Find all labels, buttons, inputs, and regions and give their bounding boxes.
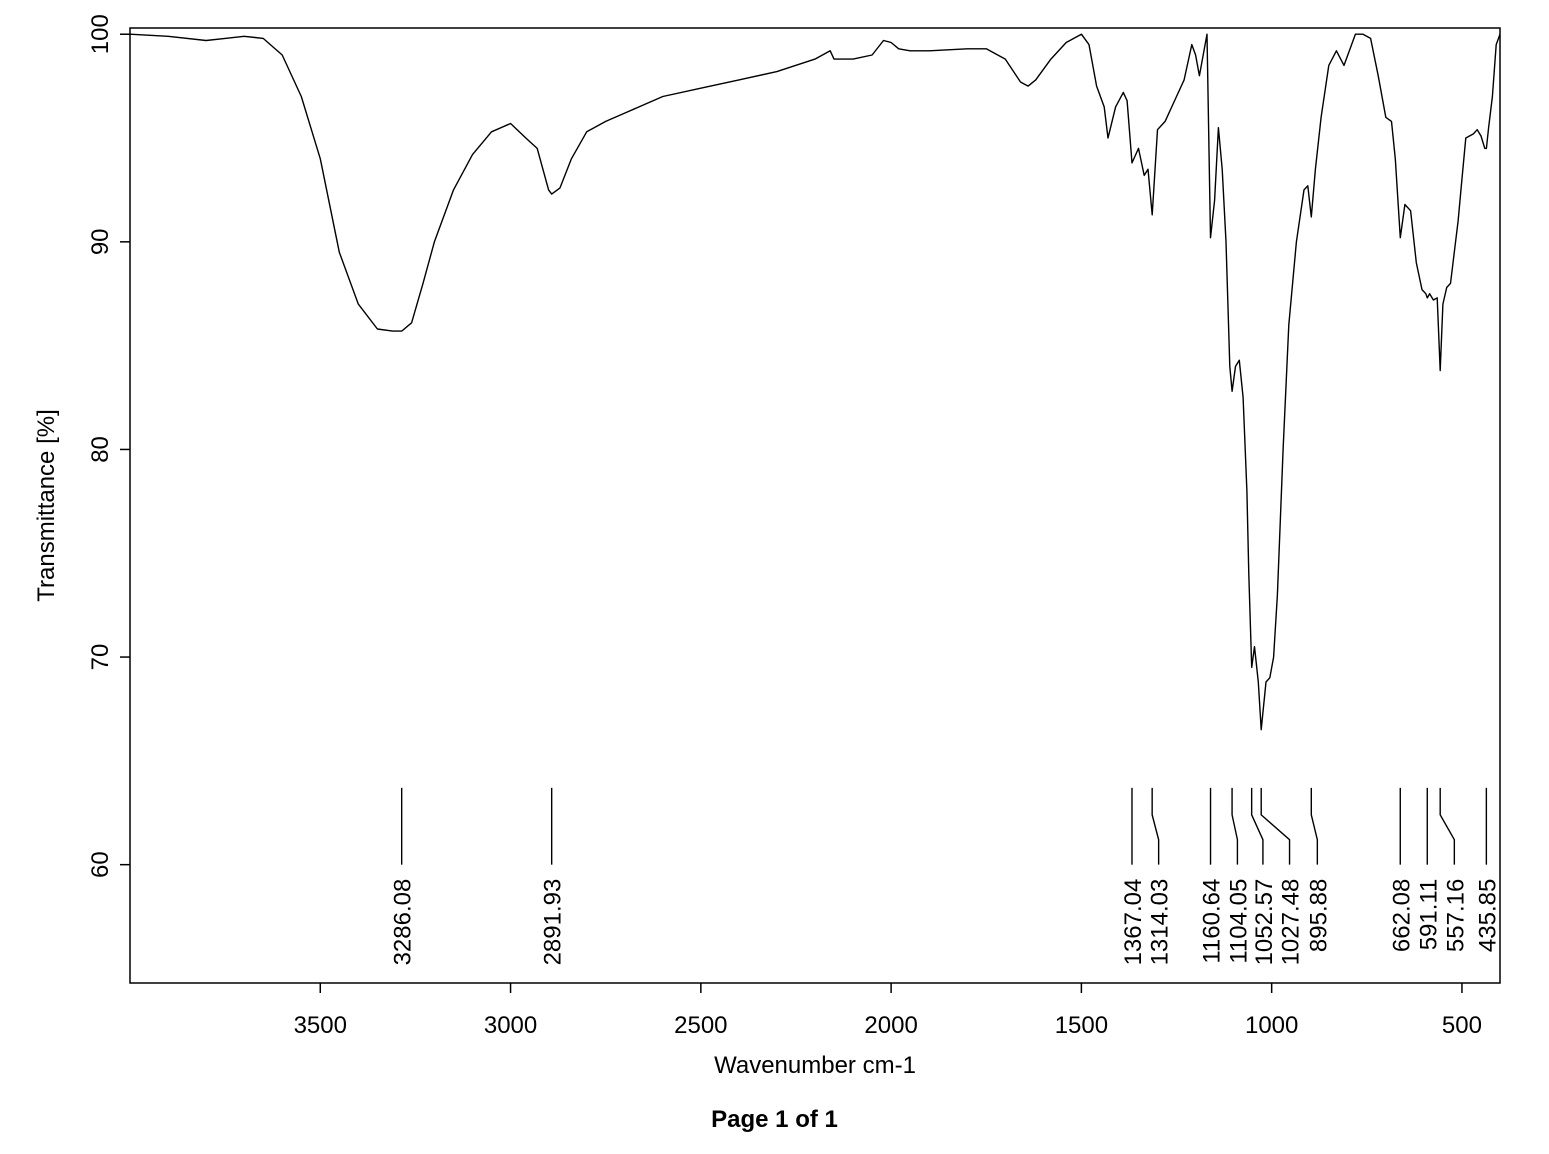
- y-tick-label: 100: [87, 14, 114, 54]
- peak-marker-line: [1439, 787, 1456, 865]
- y-axis-label: Transmittance [%]: [33, 409, 60, 602]
- peak-label: 662.08: [1388, 879, 1415, 952]
- peak-marker-line: [1310, 787, 1319, 865]
- x-tick-label: 3500: [294, 1012, 347, 1039]
- x-tick-label: 500: [1442, 1012, 1482, 1039]
- y-tick-label: 90: [87, 228, 114, 255]
- peak-label: 1160.64: [1199, 879, 1226, 964]
- peak-label: 591.11: [1415, 879, 1442, 951]
- y-tick-label: 80: [87, 436, 114, 463]
- y-axis: 60 70 80 90 100: [87, 14, 130, 878]
- peak-label: 1027.48: [1278, 879, 1305, 966]
- x-tick-label: 1500: [1055, 1012, 1108, 1039]
- plot-frame: [129, 27, 1501, 984]
- peak-label: 1367.04: [1120, 879, 1147, 966]
- peak-marker-line: [1231, 787, 1239, 865]
- x-tick-label: 2000: [864, 1012, 917, 1039]
- x-tick-label: 3000: [484, 1012, 537, 1039]
- peak-label: 1314.03: [1147, 879, 1174, 966]
- peak-label: 435.85: [1474, 879, 1501, 952]
- peak-marker-line: [1250, 787, 1264, 865]
- peak-marker-line: [1260, 787, 1291, 865]
- peak-marker-line: [1151, 787, 1160, 865]
- peak-label: 1052.57: [1251, 879, 1278, 966]
- x-axis: 3500 3000 2500 2000 1500 1000 500: [294, 983, 1482, 1039]
- peak-label: 557.16: [1442, 879, 1469, 952]
- x-tick-label: 2500: [674, 1012, 727, 1039]
- peak-label: 2891.93: [540, 879, 567, 966]
- peak-label: 895.88: [1305, 879, 1332, 952]
- peak-label: 1104.05: [1225, 879, 1252, 964]
- peak-label: 3286.08: [390, 879, 417, 966]
- peak-markers: 3286.08 2891.93 1367.04 1314.03 1160.64 1104.…: [390, 787, 1501, 966]
- spectrum-line: [129, 33, 1501, 731]
- x-axis-label: Wavenumber cm-1: [714, 1052, 916, 1079]
- y-tick-label: 70: [87, 644, 114, 671]
- page-footer: Page 1 of 1: [711, 1106, 838, 1133]
- x-tick-label: 1000: [1245, 1012, 1298, 1039]
- y-tick-label: 60: [87, 851, 114, 878]
